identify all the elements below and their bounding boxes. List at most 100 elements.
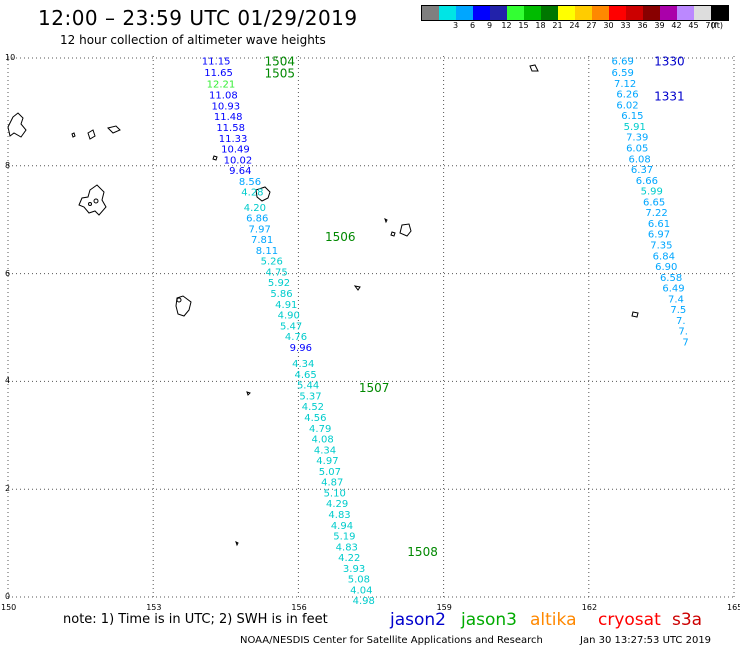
wave-height-value: 5.44: [297, 381, 319, 392]
wave-height-value: 12.21: [207, 79, 236, 90]
wave-height-value: 4.56: [304, 413, 326, 424]
wave-height-value: 7: [682, 338, 688, 349]
satellite-s3a: s3a: [672, 610, 703, 630]
wave-height-value: 4.94: [331, 521, 353, 532]
wave-height-value: 6.05: [626, 143, 648, 154]
footer-timestamp: Jan 30 13:27:53 UTC 2019: [580, 635, 712, 646]
wave-height-value: 4.22: [338, 553, 360, 564]
y-tick-label: 0: [5, 592, 11, 601]
legend-swatch: [456, 6, 473, 20]
island-outline: [353, 285, 361, 291]
track-east: 6.696.597.126.266.026.155.917.396.056.08…: [612, 57, 689, 349]
wave-height-value: 10.02: [224, 155, 253, 166]
wave-height-value: 5.47: [280, 321, 302, 332]
legend-label: 30: [603, 21, 614, 30]
legend-label: 70: [705, 21, 716, 30]
legend-label: 21: [552, 21, 563, 30]
wave-height-value: 11.65: [204, 68, 233, 79]
island-outline: [71, 132, 76, 138]
x-tick-label: 159: [436, 603, 452, 612]
wave-height-value: 10.93: [211, 101, 240, 112]
legend-swatch: [558, 6, 575, 20]
track-west: 11.1511.6512.2111.0810.9311.4811.5811.33…: [202, 57, 375, 608]
map-gridlines: [7, 56, 735, 598]
orbit-pass-number: 1504: [265, 55, 296, 69]
wave-height-value: 5.26: [261, 257, 283, 268]
legend-swatch: [507, 6, 524, 20]
legend-label: 3: [452, 21, 459, 30]
orbit-pass-number: 1508: [407, 545, 438, 559]
wave-height-value: 4.83: [328, 510, 350, 521]
legend-swatch: [592, 6, 609, 20]
island-outline: [255, 186, 271, 202]
legend-label: 18: [535, 21, 546, 30]
wave-height-value: 11.58: [216, 123, 245, 134]
legend-swatch: [422, 6, 439, 20]
wave-height-value: 6.59: [612, 68, 634, 79]
satellite-jason2: jason2: [390, 610, 446, 630]
wave-height-value: 4.83: [336, 542, 358, 553]
island-outline: [88, 202, 92, 206]
wave-height-value: 6.86: [246, 214, 268, 225]
x-tick-label: 162: [581, 603, 598, 612]
legend-label: 39: [654, 21, 665, 30]
island-outline: [7, 112, 27, 138]
wave-height-value: 11.15: [202, 57, 231, 68]
island-outline: [107, 125, 121, 134]
wave-height-value: 4.04: [350, 585, 372, 596]
wave-height-value: 4.20: [244, 203, 266, 214]
island-outline: [93, 198, 99, 204]
wave-height-value: 4.28: [241, 188, 263, 199]
wave-height-value: 4.65: [295, 370, 317, 381]
wave-height-value: 7.4: [668, 294, 684, 305]
wave-height-value: 7.5: [670, 305, 686, 316]
wave-height-value: 5.19: [333, 532, 355, 543]
wave-height-value: 7.22: [645, 208, 667, 219]
map-note: note: 1) Time is in UTC; 2) SWH is in fe…: [63, 612, 328, 627]
wave-height-value: 5.86: [270, 289, 292, 300]
satellite-altika: altika: [530, 610, 577, 630]
legend-swatch: [643, 6, 660, 20]
satellite-cryosat: cryosat: [598, 610, 661, 630]
wave-height-value: 4.34: [292, 359, 314, 370]
legend-swatch: [694, 6, 711, 20]
legend-unit: (ft): [710, 21, 724, 30]
island-outline: [631, 311, 639, 318]
x-tick-label: 165: [727, 603, 740, 612]
legend-label: 42: [671, 21, 682, 30]
legend-swatch: [609, 6, 626, 20]
island-outline: [87, 129, 96, 140]
wave-height-value: 7.: [676, 316, 686, 327]
legend-label: 24: [569, 21, 580, 30]
legend-swatch: [439, 6, 456, 20]
y-tick-label: 8: [5, 160, 11, 170]
wave-height-value: 6.65: [643, 197, 665, 208]
legend-swatch: [677, 6, 694, 20]
wave-height-value: 6.90: [655, 262, 677, 273]
wave-height-value: 4.87: [321, 478, 343, 489]
satellite-jason3: jason3: [461, 610, 517, 630]
legend-label: 9: [486, 21, 493, 30]
wave-height-value: 5.07: [319, 467, 341, 478]
legend-label: 12: [501, 21, 512, 30]
wave-height-value: 4.34: [314, 445, 336, 456]
wave-height-value: 11.08: [209, 91, 238, 102]
legend-swatch: [711, 6, 728, 20]
y-tick-label: 4: [5, 376, 11, 386]
wave-height-value: 6.66: [636, 176, 658, 187]
wave-height-value: 4.52: [302, 402, 324, 413]
wave-height-value: 5.99: [641, 187, 663, 198]
wave-height-value: 11.33: [219, 134, 248, 145]
wave-height-value: 10.49: [221, 145, 250, 156]
wave-height-value: 5.92: [268, 278, 290, 289]
wave-height-value: 6.02: [616, 100, 638, 111]
wave-height-value: 4.79: [309, 424, 331, 435]
wave-height-value: 11.48: [214, 112, 243, 123]
island-outline: [78, 184, 107, 216]
island-outline: [175, 295, 192, 317]
legend-swatch: [473, 6, 490, 20]
wave-height-value: 7.81: [251, 235, 273, 246]
legend-label: 27: [586, 21, 597, 30]
island-outline: [212, 155, 218, 161]
